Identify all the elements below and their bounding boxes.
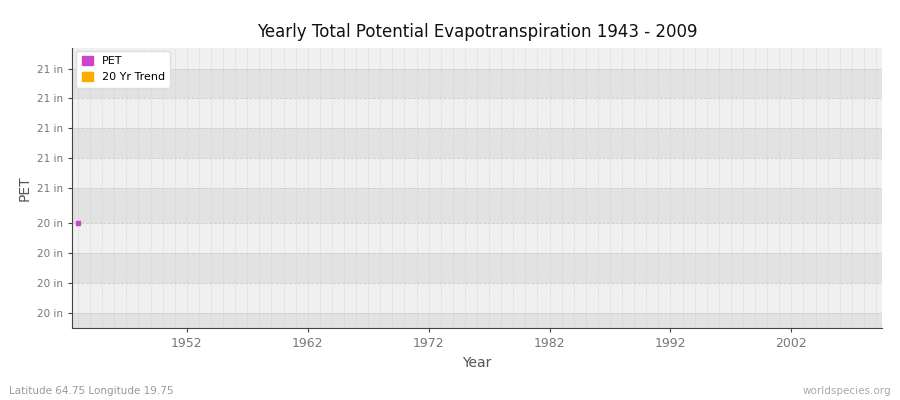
Bar (72, 128, 882, 158)
Bar (72, 253, 882, 283)
Title: Yearly Total Potential Evapotranspiration 1943 - 2009: Yearly Total Potential Evapotranspiratio… (256, 23, 698, 41)
X-axis label: Year: Year (463, 356, 491, 370)
Text: Latitude 64.75 Longitude 19.75: Latitude 64.75 Longitude 19.75 (9, 386, 174, 396)
Bar (72, 224, 882, 253)
Bar (72, 188, 882, 224)
Text: worldspecies.org: worldspecies.org (803, 386, 891, 396)
Bar (72, 68, 882, 98)
Bar (72, 158, 882, 188)
Bar (72, 98, 882, 128)
Legend: PET, 20 Yr Trend: PET, 20 Yr Trend (76, 51, 170, 88)
Y-axis label: PET: PET (17, 175, 32, 201)
Bar (72, 283, 882, 313)
Bar (72, 313, 882, 328)
Bar (72, 48, 882, 68)
